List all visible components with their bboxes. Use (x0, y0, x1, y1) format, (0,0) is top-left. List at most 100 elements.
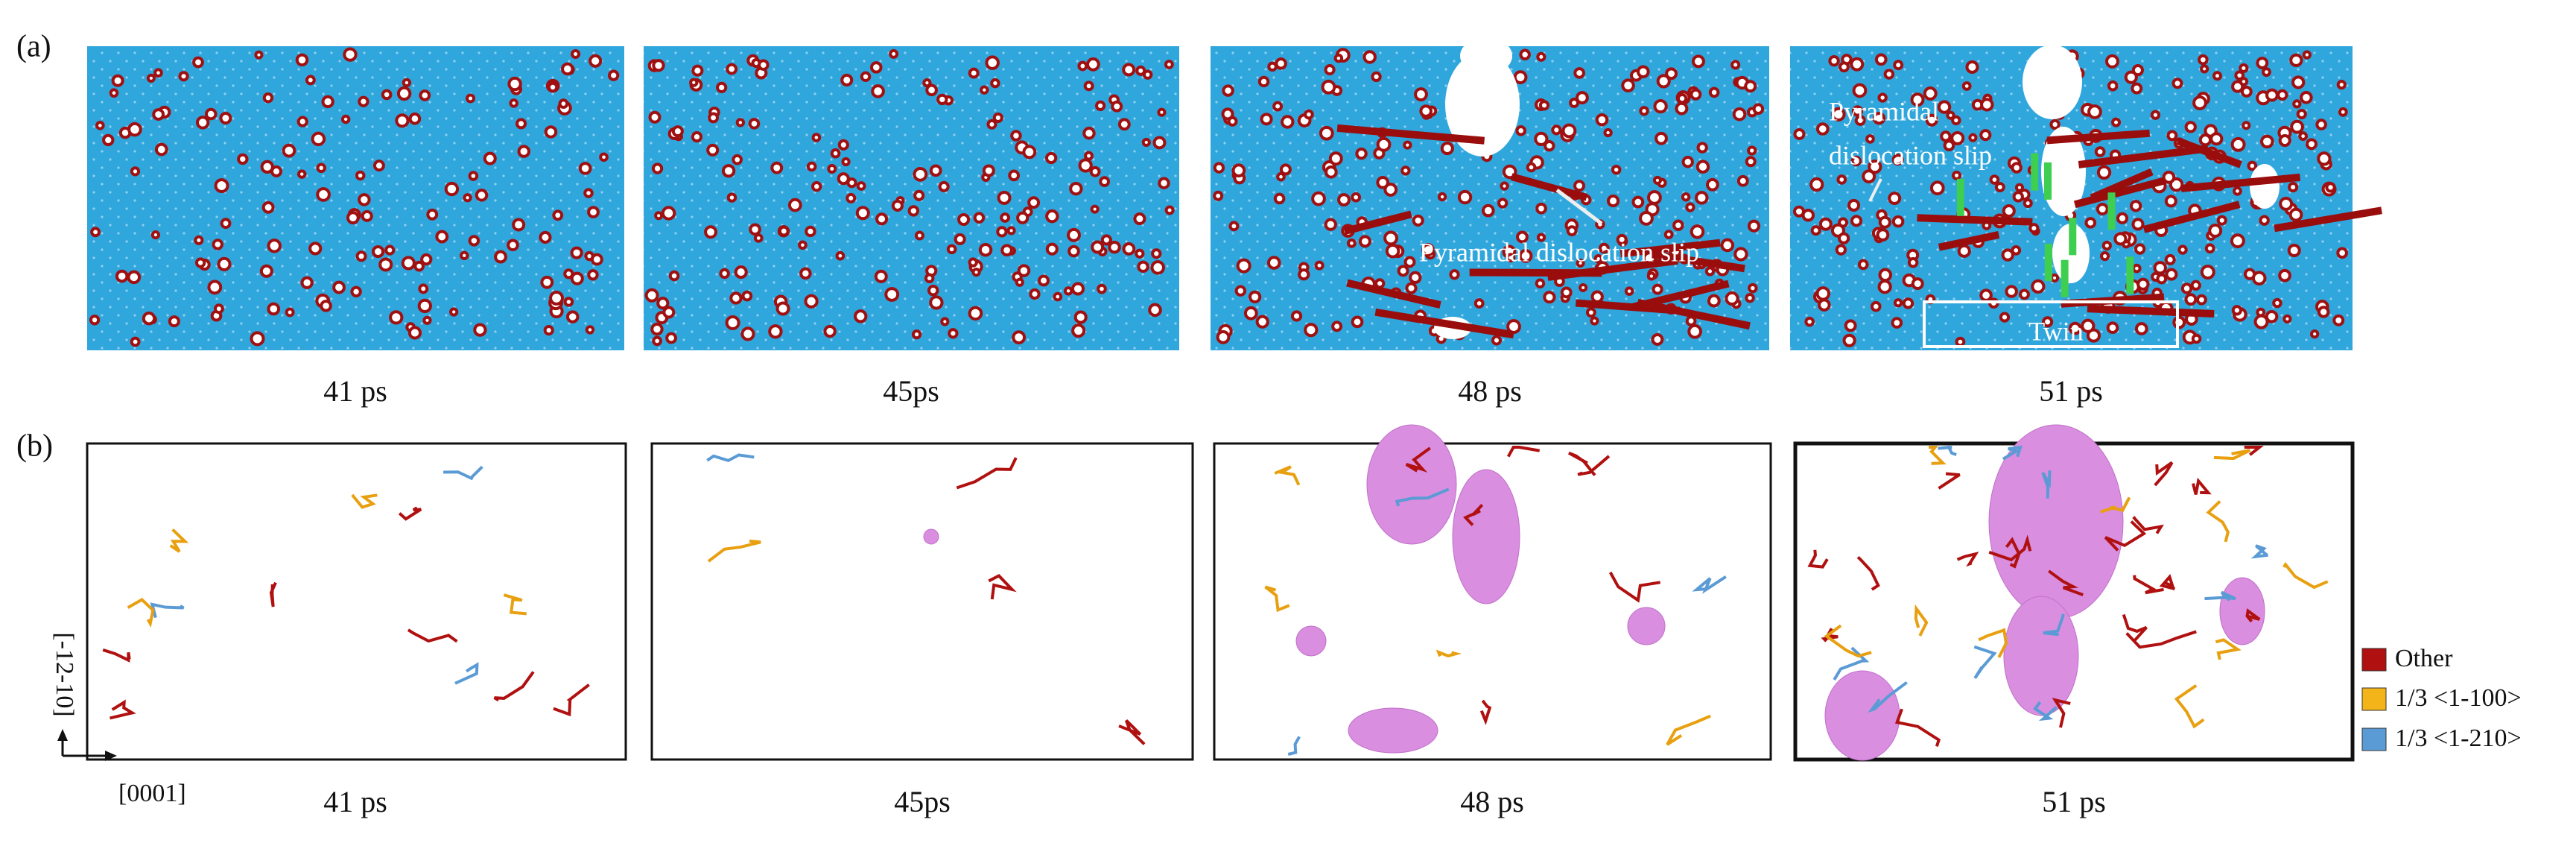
defect-atom (384, 244, 396, 256)
dislocation-line (493, 671, 535, 702)
defect-atom (2005, 285, 2018, 298)
dislocation-line (1929, 446, 1947, 465)
defect-atom (355, 170, 366, 181)
defect-atom (1090, 204, 1100, 214)
defect-atom (2164, 253, 2176, 265)
defect-atom (1216, 329, 1231, 344)
defect-atom (1236, 258, 1251, 274)
defect-atom (2200, 64, 2209, 74)
defect-atom (449, 307, 459, 317)
defect-atom (1022, 145, 1037, 160)
defect-atom (1122, 63, 1136, 77)
hcp-atoms (2044, 243, 2052, 281)
twin-box (1923, 300, 2179, 348)
defect-atom (212, 239, 223, 250)
defect-atom (1321, 79, 1336, 95)
void-surface (1295, 625, 1327, 657)
defect-atom (2165, 268, 2178, 281)
defect-atom (1227, 116, 1238, 127)
defect-atom (1745, 156, 1757, 168)
defect-atom (2260, 134, 2274, 149)
defect-atom (929, 295, 944, 310)
defect-atom (1234, 285, 1246, 297)
defect-atom (1538, 100, 1550, 111)
defect-atom (1999, 312, 2011, 323)
caption: 48 ps (1460, 785, 1524, 818)
defect-atom (1083, 80, 1094, 92)
defect-atom (1590, 316, 1599, 326)
defect-atom (1815, 122, 1830, 136)
defect-atom (770, 161, 784, 174)
defect-atom (973, 212, 986, 224)
dislocation-line (443, 465, 483, 481)
dislocation-line (2133, 575, 2164, 595)
defect-atom (652, 59, 665, 72)
defect-atom (708, 112, 720, 124)
defect-atom (2208, 224, 2223, 238)
defect-atom (1077, 60, 1088, 72)
defect-atom (661, 206, 676, 221)
slip-trace (1336, 124, 1485, 145)
defect-atom (1325, 165, 1338, 179)
defect-atom (547, 81, 559, 93)
caption: 51 ps (2039, 374, 2103, 408)
void (2041, 127, 2086, 216)
defect-atom (798, 240, 808, 250)
row-a (87, 37, 2382, 350)
defect-atom (1152, 136, 1167, 150)
defect-atom (2113, 232, 2128, 246)
defect-atom (1535, 278, 1546, 289)
defect-atom (1516, 230, 1529, 244)
defect-atom (2134, 243, 2146, 255)
defect-atom (378, 257, 393, 272)
defect-atom (856, 181, 866, 191)
dxa-panel (86, 442, 627, 761)
defect-atom (1157, 107, 1167, 117)
defect-atom (2105, 54, 2119, 69)
defect-atom (1745, 292, 1755, 303)
defect-atom (811, 133, 822, 142)
dislocation-line (1463, 503, 1484, 526)
defect-atom (561, 62, 574, 76)
defect-atom (207, 280, 223, 295)
defect-atom (1150, 260, 1165, 275)
defect-atom (1979, 129, 1992, 142)
defect-atom (1730, 60, 1741, 70)
defect-atom (1595, 113, 1609, 127)
dislocation-line (2206, 500, 2230, 543)
slip-trace (1651, 250, 1745, 273)
defect-atom (2325, 182, 2336, 193)
defect-atom (219, 112, 232, 125)
slip-trace (1619, 239, 1721, 258)
defect-atom (1331, 321, 1343, 332)
defect-atom (741, 290, 753, 302)
defect-atom (1111, 100, 1123, 113)
defect-atom (587, 269, 599, 281)
defect-atom (2191, 333, 2202, 344)
dislocation-line (2250, 544, 2268, 559)
defect-atom (870, 61, 883, 74)
defect-atom (1419, 104, 1433, 118)
defect-atom (2094, 146, 2106, 157)
defect-atom (2234, 70, 2245, 81)
defect-atom (583, 188, 594, 198)
dislocation-line (1118, 719, 1146, 745)
defect-atom (1141, 137, 1151, 148)
defect-atom (2262, 67, 2271, 78)
defect-atom (874, 269, 888, 283)
defect-atom (1691, 54, 1705, 69)
defect-atom (192, 56, 204, 69)
defect-atom (178, 71, 189, 82)
void (2023, 45, 2082, 119)
defect-atom (1255, 315, 1269, 329)
annotation: Pyramidal dislocation slip (1419, 237, 1699, 267)
dislocation-line (2213, 449, 2251, 461)
defect-atom (346, 211, 360, 225)
defect-atom (214, 178, 229, 194)
arrow (1555, 189, 1603, 225)
defect-atom (1891, 317, 1903, 329)
defect-atom (2124, 70, 2138, 84)
dislocation-line (1287, 736, 1301, 756)
defect-atom (1536, 233, 1546, 242)
defect-atom (938, 180, 950, 192)
